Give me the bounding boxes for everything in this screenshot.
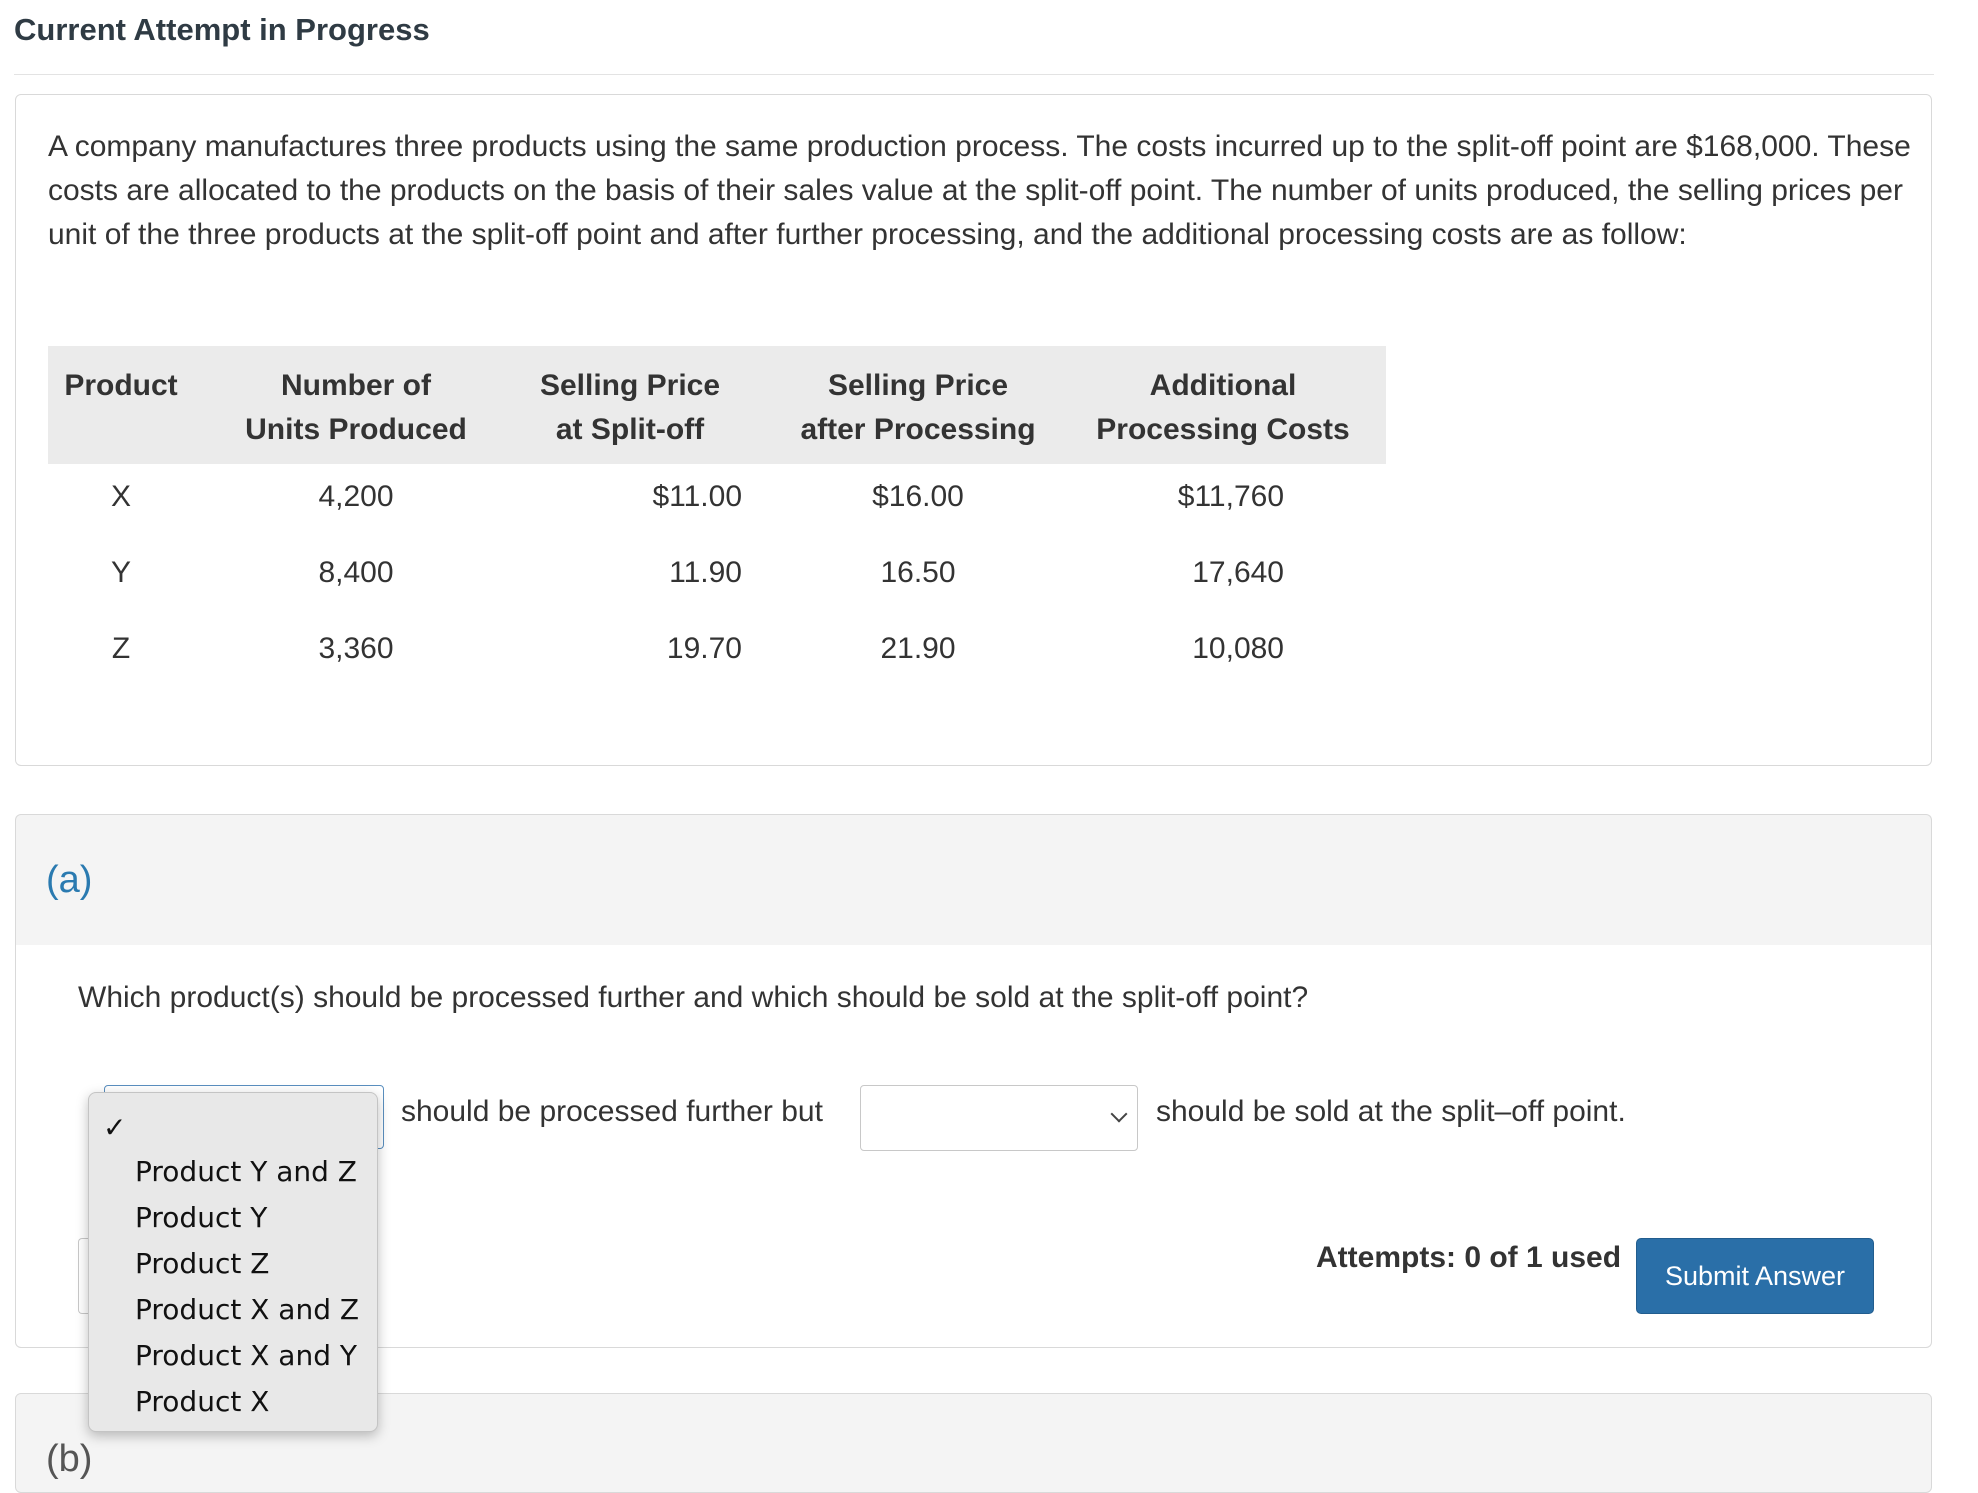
header-additional-costs: Additional Processing Costs: [1096, 369, 1350, 446]
table-cell: Y: [110, 556, 131, 589]
header-price-split: Selling Price at Split-off: [539, 369, 721, 446]
part-a-label: (a): [46, 859, 93, 901]
dropdown-option[interactable]: Product Y and Z: [135, 1155, 357, 1188]
header-units: Number of Units Produced: [245, 369, 467, 446]
header-product: Product: [64, 369, 178, 402]
header-price-after: Selling Price after Processing: [800, 369, 1036, 446]
table-cell: 11.90: [669, 556, 742, 589]
dropdown-option[interactable]: Product Z: [135, 1247, 270, 1280]
checkmark-icon: ✓: [103, 1111, 127, 1144]
table-cell: 8,400: [318, 556, 394, 589]
dropdown-option[interactable]: Product X: [135, 1385, 270, 1418]
dropdown-option[interactable]: Product Y: [135, 1201, 268, 1234]
table-cell: 17,640: [1192, 556, 1284, 589]
table-cell: 19.70: [666, 632, 742, 665]
table-cell: 10,080: [1192, 632, 1284, 665]
table-cell: $11,760: [1177, 480, 1284, 513]
submit-answer-button[interactable]: Submit Answer: [1636, 1238, 1874, 1314]
table-cell: $11.00: [652, 480, 742, 513]
dropdown-option[interactable]: Product X and Y: [135, 1339, 357, 1372]
sold-at-splitoff-select[interactable]: [860, 1085, 1138, 1151]
page-title: Current Attempt in Progress: [14, 12, 430, 47]
dropdown-option[interactable]: Product X and Z: [135, 1293, 360, 1326]
table-header-row: Product Number of Units Produced Selling …: [48, 346, 1386, 464]
part-b-label: (b): [46, 1438, 93, 1480]
table-cell: 4,200: [318, 480, 394, 513]
sold-at-splitoff-text: should be sold at the split–off point.: [1156, 1095, 1626, 1128]
header-divider: [14, 74, 1934, 75]
problem-statement: A company manufactures three products us…: [48, 130, 1911, 251]
table-cell: Z: [111, 632, 131, 665]
table-cell: 21.90: [880, 632, 956, 665]
table-cell: X: [110, 480, 131, 513]
problem-card: A company manufactures three products us…: [15, 94, 1932, 766]
part-a-header: (a): [15, 814, 1932, 946]
table-cell: $16.00: [872, 480, 964, 513]
table-cell: 3,360: [318, 632, 394, 665]
chevron-down-icon: [1110, 1105, 1128, 1123]
processed-further-text: should be processed further but: [401, 1095, 823, 1128]
product-dropdown-menu[interactable]: ✓ Product Y and Z Product Y Product Z Pr…: [88, 1092, 378, 1432]
question-text: Which product(s) should be processed fur…: [78, 981, 1309, 1014]
attempts-counter: Attempts: 0 of 1 used: [1316, 1241, 1622, 1274]
table-cell: 16.50: [880, 556, 956, 589]
